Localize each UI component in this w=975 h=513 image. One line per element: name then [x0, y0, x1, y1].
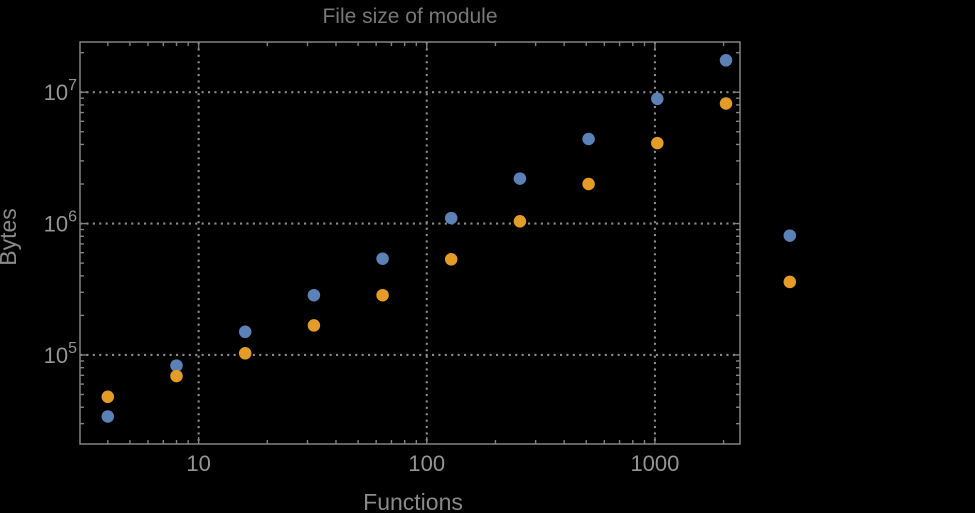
- y-tick-label: 105: [44, 340, 77, 368]
- data-point-orange: [444, 253, 458, 266]
- x-axis-label: Functions: [363, 489, 463, 513]
- data-point-blue: [582, 132, 595, 146]
- x-tick-label: 10: [186, 451, 210, 476]
- plot-frame: [79, 41, 741, 445]
- data-point-orange: [376, 288, 389, 302]
- data-point-blue: [307, 288, 321, 302]
- data-point-blue: [513, 172, 527, 185]
- x-tick-label: 1000: [630, 451, 679, 476]
- data-point-blue: [101, 410, 115, 423]
- data-point-orange: [783, 275, 797, 289]
- data-point-blue: [651, 92, 664, 106]
- data-point-blue: [238, 325, 252, 339]
- y-axis-label: Bytes: [0, 208, 21, 266]
- axis-ticks: [80, 42, 740, 444]
- data-points: [101, 54, 797, 423]
- y-tick-label: 106: [44, 209, 77, 237]
- data-point-orange: [582, 177, 595, 191]
- data-point-blue: [170, 359, 183, 372]
- chart-title: File size of module: [322, 5, 497, 28]
- data-point-blue: [783, 229, 797, 242]
- data-point-orange: [719, 97, 733, 110]
- gridlines: [80, 42, 740, 444]
- data-point-blue: [376, 252, 389, 265]
- data-point-orange: [513, 215, 527, 228]
- data-point-orange: [651, 136, 664, 150]
- x-tick-label: 100: [408, 451, 445, 476]
- y-tick-labels: 105 106 107: [44, 77, 77, 368]
- data-point-blue: [719, 54, 733, 67]
- data-point-orange: [238, 347, 252, 360]
- data-point-orange: [170, 369, 183, 383]
- data-point-blue: [444, 211, 458, 225]
- data-point-orange: [101, 390, 115, 404]
- x-tick-labels: 10 100 1000: [186, 451, 679, 476]
- data-point-orange: [307, 319, 321, 332]
- y-tick-label: 107: [44, 77, 77, 105]
